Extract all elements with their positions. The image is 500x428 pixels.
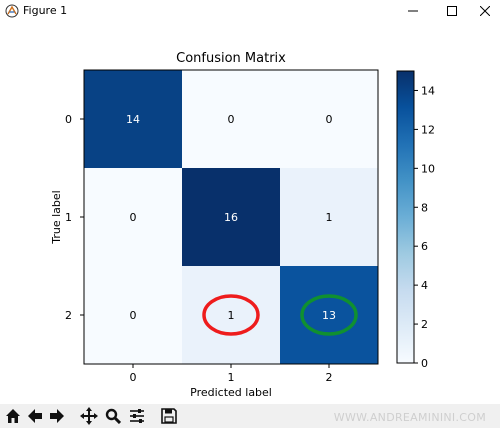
minimize-button[interactable] [398,0,428,22]
heatmap-cell [182,70,280,168]
zoom-icon [105,408,121,424]
heatmap-cell [182,168,280,266]
forward-button[interactable] [47,407,67,425]
cell-value: 1 [228,309,235,322]
chart-title: Confusion Matrix [176,51,286,66]
back-arrow-icon [28,409,42,423]
heatmap-cell [84,266,182,364]
y-tick-label: 0 [65,113,72,126]
pan-icon [80,407,98,425]
watermark: WWW.ANDREAMININI.COM [333,411,486,424]
zoom-button[interactable] [103,407,123,425]
colorbar-tick-label: 4 [421,279,428,292]
colorbar-tick-label: 0 [421,357,428,370]
home-button[interactable] [3,407,23,425]
subplots-icon [130,409,144,423]
subplots-button[interactable] [127,407,147,425]
colorbar-tick-label: 6 [421,240,428,253]
cell-value: 16 [224,211,238,224]
x-tick-label: 1 [228,371,235,384]
cell-value: 0 [130,211,137,224]
x-tick-label: 2 [326,371,333,384]
annotation-circle [300,294,358,336]
colorbar-tick-label: 10 [421,162,435,175]
minimize-icon [408,10,418,12]
close-icon [480,6,490,16]
cell-value: 13 [322,309,336,322]
x-tick-label: 0 [130,371,137,384]
cell-value: 0 [228,113,235,126]
app-icon [5,4,19,18]
y-axis-label: True label [50,190,63,244]
y-tick-label: 1 [65,211,72,224]
close-button[interactable] [470,0,500,22]
cell-value: 0 [130,309,137,322]
navigation-toolbar: WWW.ANDREAMININI.COM [0,404,500,428]
window-title: Figure 1 [23,4,68,17]
heatmap-cell [280,168,378,266]
save-button[interactable] [159,407,179,425]
colorbar-tick-label: 2 [421,318,428,331]
maximize-button[interactable] [437,0,467,22]
home-icon [6,409,20,423]
heatmap-cell [182,266,280,364]
y-tick-label: 2 [65,309,72,322]
colorbar-tick-label: 12 [421,123,435,136]
heatmap-cell [280,70,378,168]
maximize-icon [447,6,457,16]
cell-value: 1 [326,211,333,224]
window-titlebar: Figure 1 [0,0,500,22]
colorbar-tick-label: 8 [421,201,428,214]
back-button[interactable] [25,407,45,425]
heatmap-cell [84,70,182,168]
pan-button[interactable] [79,407,99,425]
heatmap-cell [280,266,378,364]
cell-value: 14 [126,113,140,126]
save-icon [161,408,177,424]
cell-value: 0 [326,113,333,126]
forward-arrow-icon [50,409,64,423]
colorbar-tick-label: 14 [421,84,435,97]
heatmap-cell [84,168,182,266]
x-axis-label: Predicted label [190,386,272,399]
colorbar [396,70,415,364]
annotation-circle [202,294,260,336]
